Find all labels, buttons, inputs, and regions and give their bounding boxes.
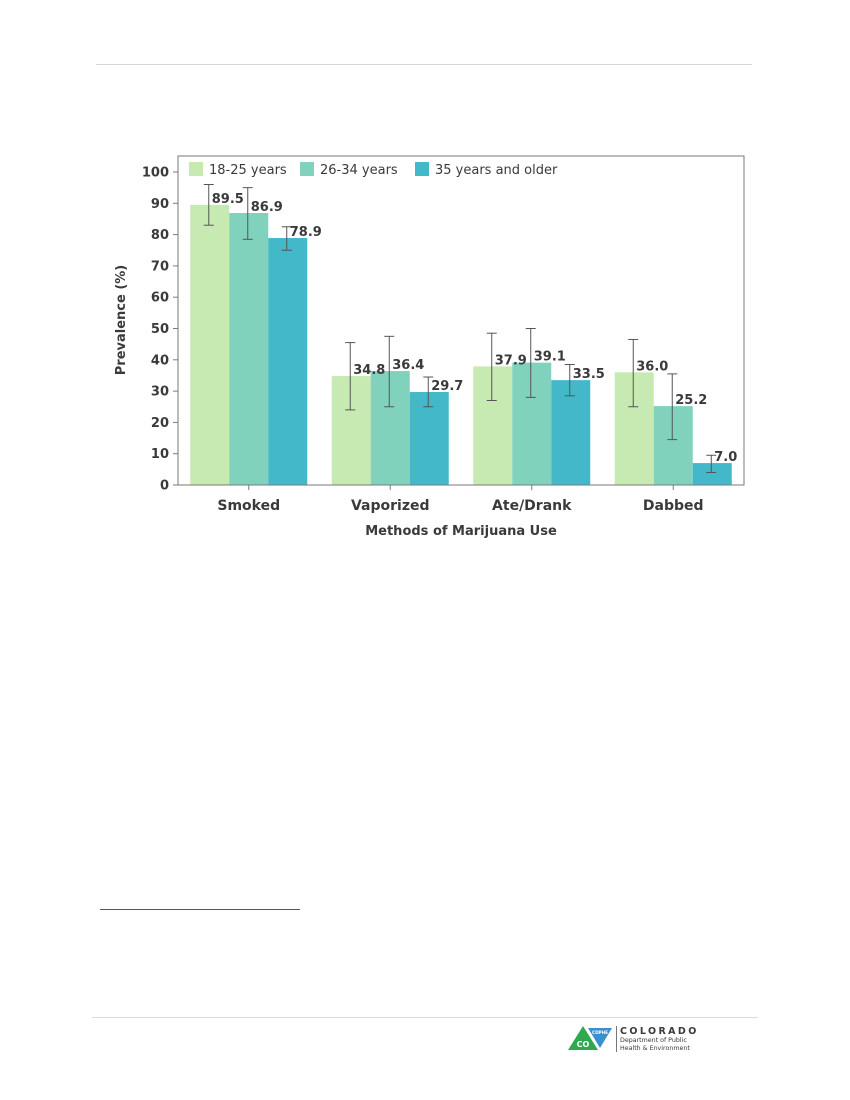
x-category-label: Ate/Drank bbox=[492, 498, 572, 514]
x-category-label: Vaporized bbox=[351, 498, 430, 514]
bar bbox=[512, 362, 552, 485]
bar bbox=[331, 376, 371, 485]
data-label: 29.7 bbox=[431, 379, 463, 394]
plot-frame bbox=[177, 155, 745, 486]
legend-swatch bbox=[415, 162, 429, 176]
logo-wordmark: COLORADO Department of Public Health & E… bbox=[620, 1026, 699, 1053]
error-bars-layer bbox=[203, 184, 717, 473]
y-tick-label-40: 40 bbox=[151, 353, 169, 368]
logo-divider bbox=[616, 1026, 617, 1052]
legend-swatch bbox=[300, 162, 314, 176]
data-label: 89.5 bbox=[212, 192, 244, 207]
bar bbox=[268, 238, 308, 485]
logo-title: COLORADO bbox=[620, 1026, 699, 1037]
y-tick-label-30: 30 bbox=[151, 385, 169, 400]
cdphe-logo-icon: CO CDPHE bbox=[568, 1026, 612, 1050]
prevalence-bar-chart: 89.5 86.9 78.9 34.8 36.4 29.7 37.9 39.1 33.5 36.0… bbox=[114, 155, 745, 539]
y-tick-label-10: 10 bbox=[151, 447, 169, 462]
data-label: 33.5 bbox=[573, 367, 605, 382]
y-tick-label-70: 70 bbox=[151, 259, 169, 274]
y-tick-label-20: 20 bbox=[151, 416, 169, 431]
x-category-label: Smoked bbox=[217, 498, 280, 514]
legend-label: 26-34 years bbox=[320, 163, 398, 178]
bar bbox=[229, 213, 269, 486]
axes-layer: 0 10 20 30 40 50 60 70 80 90 100 Smoked Vaporized Ate… bbox=[142, 155, 745, 514]
data-label: 34.8 bbox=[353, 363, 385, 378]
y-axis-title: Prevalence (%) bbox=[114, 265, 129, 376]
y-tick-label-90: 90 bbox=[151, 197, 169, 212]
bar bbox=[409, 392, 449, 485]
data-label: 25.2 bbox=[675, 393, 707, 408]
data-label: 36.0 bbox=[636, 359, 668, 374]
data-label: 86.9 bbox=[251, 200, 283, 215]
data-label: 37.9 bbox=[495, 353, 527, 368]
legend: 18-25 years 26-34 years 35 years and older bbox=[189, 162, 558, 178]
data-label: 7.0 bbox=[714, 450, 737, 465]
bar bbox=[551, 380, 591, 485]
data-labels-layer: 89.5 86.9 78.9 34.8 36.4 29.7 37.9 39.1 33.5 36.0… bbox=[212, 192, 738, 465]
x-axis-title: Methods of Marijuana Use bbox=[365, 524, 557, 539]
y-tick-label-80: 80 bbox=[151, 228, 169, 243]
bars-layer bbox=[190, 204, 732, 486]
y-tick-label-60: 60 bbox=[151, 291, 169, 306]
logo-line-2: Health & Environment bbox=[620, 1045, 690, 1052]
data-label: 78.9 bbox=[290, 225, 322, 240]
logo-line-1: Department of Public bbox=[620, 1037, 687, 1044]
footer-rule bbox=[92, 1017, 758, 1018]
legend-label: 35 years and older bbox=[435, 163, 558, 178]
legend-swatch bbox=[189, 162, 203, 176]
x-category-label: Dabbed bbox=[643, 498, 704, 514]
bar bbox=[614, 372, 654, 485]
bar bbox=[653, 406, 693, 485]
bar bbox=[370, 371, 410, 485]
bar bbox=[473, 366, 513, 485]
data-label: 39.1 bbox=[534, 350, 566, 365]
bar bbox=[190, 204, 230, 486]
logo-badge-text: CO bbox=[577, 1040, 590, 1049]
y-tick-label-0: 0 bbox=[160, 479, 169, 494]
logo-acronym-text: CDPHE bbox=[592, 1030, 608, 1035]
footnote-rule bbox=[100, 909, 300, 910]
data-label: 36.4 bbox=[392, 358, 424, 373]
bar bbox=[692, 463, 732, 485]
header-rule bbox=[96, 64, 752, 65]
legend-label: 18-25 years bbox=[209, 163, 287, 178]
y-tick-label-50: 50 bbox=[151, 322, 169, 337]
y-tick-label-100: 100 bbox=[142, 166, 169, 181]
